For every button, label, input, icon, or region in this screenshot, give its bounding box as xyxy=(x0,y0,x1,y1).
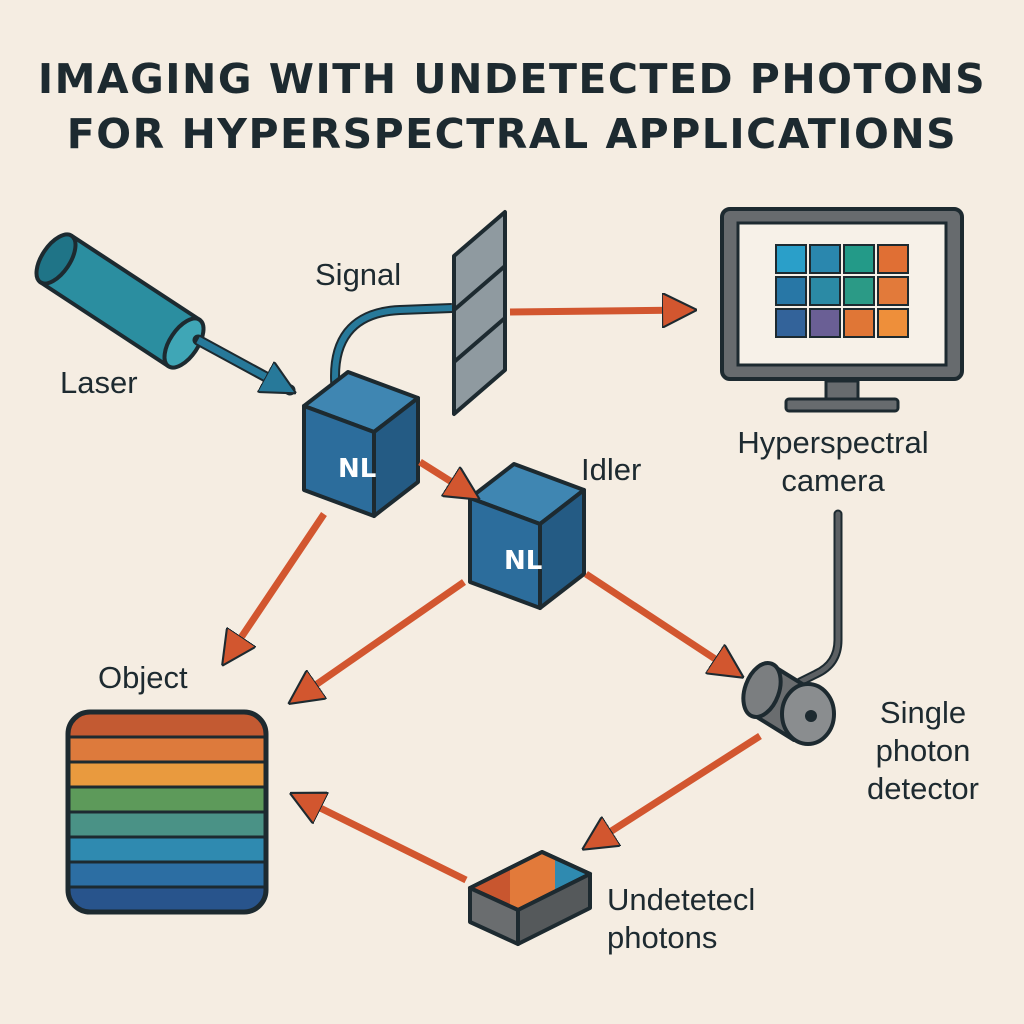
camera-screen-grid xyxy=(775,244,909,338)
object-stripe xyxy=(68,862,266,888)
screen-tile xyxy=(843,276,875,306)
object-label: Object xyxy=(98,660,188,695)
object-stripe xyxy=(68,712,266,738)
crystal-1-label: NL xyxy=(338,454,377,484)
object-stripe xyxy=(68,737,266,763)
camera-label-line-1: Hyperspectral xyxy=(737,425,929,460)
beam-splitter-panel xyxy=(452,210,507,416)
sample-to-object-arrow xyxy=(296,796,468,884)
detector-to-sample-arrow xyxy=(588,733,762,846)
object-sample xyxy=(65,709,269,915)
screen-tile xyxy=(877,276,909,306)
idler-arrow-crystal1-to-crystal2 xyxy=(418,459,474,496)
crystal2-to-detector-arrow xyxy=(584,571,738,674)
object-stripe xyxy=(68,787,266,813)
diagram-title: IMAGING WITH UNDETECTED PHOTONS FOR HYPE… xyxy=(0,52,1024,162)
single-photon-detector-icon xyxy=(741,661,836,746)
object-stripe xyxy=(68,762,266,788)
detector-label-line-1: Single xyxy=(879,695,967,730)
undetected-photons-chip-icon xyxy=(468,850,592,946)
screen-tile xyxy=(775,276,807,306)
laser-label: Laser xyxy=(60,365,138,400)
screen-tile xyxy=(775,308,807,338)
photon-paths xyxy=(226,459,762,884)
signal-to-camera-arrow xyxy=(509,310,690,312)
object-stripe xyxy=(68,812,266,838)
detector-label: Single photon detector xyxy=(848,694,998,808)
crystal1-to-object-arrow xyxy=(226,512,327,660)
crystal2-to-object-arrow xyxy=(294,579,466,700)
screen-tile xyxy=(843,244,875,274)
signal-label: Signal xyxy=(315,257,402,292)
undetected-photons-label: Undetetecl photons xyxy=(607,881,755,957)
screen-tile xyxy=(877,308,909,338)
idler-label: Idler xyxy=(581,452,642,487)
screen-tile xyxy=(877,244,909,274)
hyperspectral-camera-icon xyxy=(720,207,964,413)
object-stripe xyxy=(68,887,266,912)
camera-label: Hyperspectral camera xyxy=(708,424,958,500)
camera-label-line-2: camera xyxy=(781,463,885,498)
undetected-label-line-2: photons xyxy=(607,920,718,955)
detector-label-line-2: photon xyxy=(875,733,971,768)
screen-tile xyxy=(809,308,841,338)
screen-tile xyxy=(775,244,807,274)
object-stripe xyxy=(68,837,266,863)
title-line-2: FOR HYPERSPECTRAL APPLICATIONS xyxy=(66,110,958,158)
detector-label-line-3: detector xyxy=(866,771,979,806)
crystal-2-label: NL xyxy=(504,546,543,576)
undetected-label-line-1: Undetetecl xyxy=(607,882,756,917)
nonlinear-crystal-2 xyxy=(468,462,586,610)
nonlinear-crystal-1 xyxy=(302,370,420,518)
laser-icon xyxy=(34,232,206,370)
screen-tile xyxy=(809,276,841,306)
title-line-1: IMAGING WITH UNDETECTED PHOTONS xyxy=(37,55,987,103)
screen-tile xyxy=(843,308,875,338)
screen-tile xyxy=(809,244,841,274)
